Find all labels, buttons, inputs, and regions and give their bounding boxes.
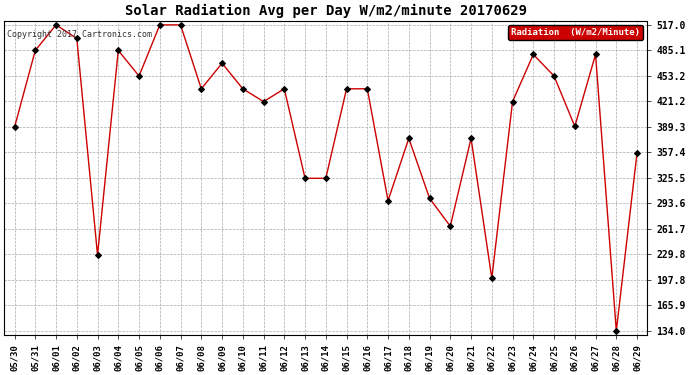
Point (549, 73, 560, 79)
Point (112, 48, 124, 54)
Point (507, 99, 518, 105)
Point (362, 86, 373, 92)
Point (590, 51, 601, 57)
Point (134, 73, 145, 79)
Text: Copyright 2017 Cartronics.com: Copyright 2017 Cartronics.com (8, 30, 152, 39)
Point (486, 275, 497, 281)
Point (382, 198, 393, 204)
Point (71, 36, 82, 42)
Point (445, 223, 456, 229)
Point (403, 135, 414, 141)
Legend: Radiation  (W/m2/Minute): Radiation (W/m2/Minute) (509, 26, 643, 40)
Point (424, 195, 435, 201)
Point (237, 86, 248, 92)
Point (611, 328, 622, 334)
Point (217, 60, 228, 66)
Point (258, 99, 269, 105)
Point (175, 22, 186, 28)
Point (631, 150, 642, 156)
Point (30, 48, 41, 54)
Point (569, 123, 580, 129)
Point (155, 22, 166, 28)
Point (9, 124, 20, 130)
Point (196, 86, 207, 92)
Point (299, 175, 310, 181)
Title: Solar Radiation Avg per Day W/m2/minute 20170629: Solar Radiation Avg per Day W/m2/minute … (125, 4, 526, 18)
Point (50, 22, 61, 28)
Point (320, 175, 331, 181)
Point (92, 252, 103, 258)
Point (528, 51, 539, 57)
Point (466, 135, 477, 141)
Point (341, 86, 352, 92)
Point (279, 86, 290, 92)
